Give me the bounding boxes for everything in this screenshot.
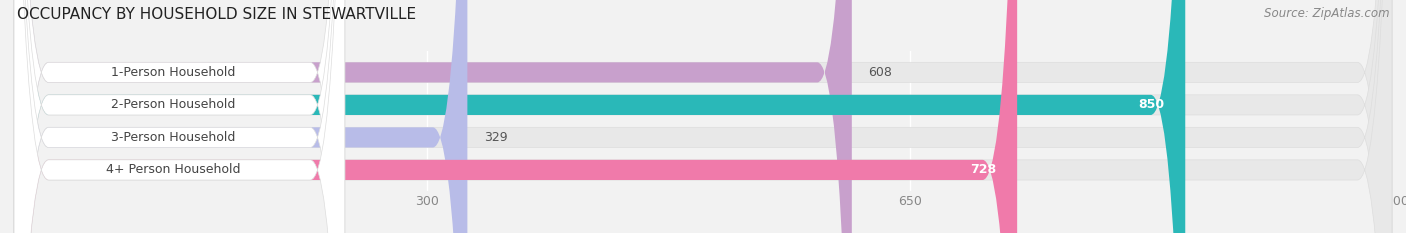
Text: 329: 329 — [484, 131, 508, 144]
FancyBboxPatch shape — [14, 0, 344, 233]
Text: 850: 850 — [1139, 98, 1164, 111]
FancyBboxPatch shape — [14, 0, 1392, 233]
Text: 4+ Person Household: 4+ Person Household — [105, 163, 240, 176]
Text: 2-Person Household: 2-Person Household — [111, 98, 235, 111]
Text: 728: 728 — [970, 163, 997, 176]
FancyBboxPatch shape — [14, 0, 344, 233]
FancyBboxPatch shape — [14, 0, 344, 233]
FancyBboxPatch shape — [14, 0, 1392, 233]
Text: 3-Person Household: 3-Person Household — [111, 131, 235, 144]
FancyBboxPatch shape — [14, 0, 1017, 233]
Text: 1-Person Household: 1-Person Household — [111, 66, 235, 79]
FancyBboxPatch shape — [14, 0, 1185, 233]
FancyBboxPatch shape — [14, 0, 344, 233]
Text: OCCUPANCY BY HOUSEHOLD SIZE IN STEWARTVILLE: OCCUPANCY BY HOUSEHOLD SIZE IN STEWARTVI… — [17, 7, 416, 22]
FancyBboxPatch shape — [14, 0, 1392, 233]
FancyBboxPatch shape — [14, 0, 1392, 233]
Text: Source: ZipAtlas.com: Source: ZipAtlas.com — [1264, 7, 1389, 20]
FancyBboxPatch shape — [14, 0, 467, 233]
FancyBboxPatch shape — [14, 0, 852, 233]
Text: 608: 608 — [869, 66, 893, 79]
